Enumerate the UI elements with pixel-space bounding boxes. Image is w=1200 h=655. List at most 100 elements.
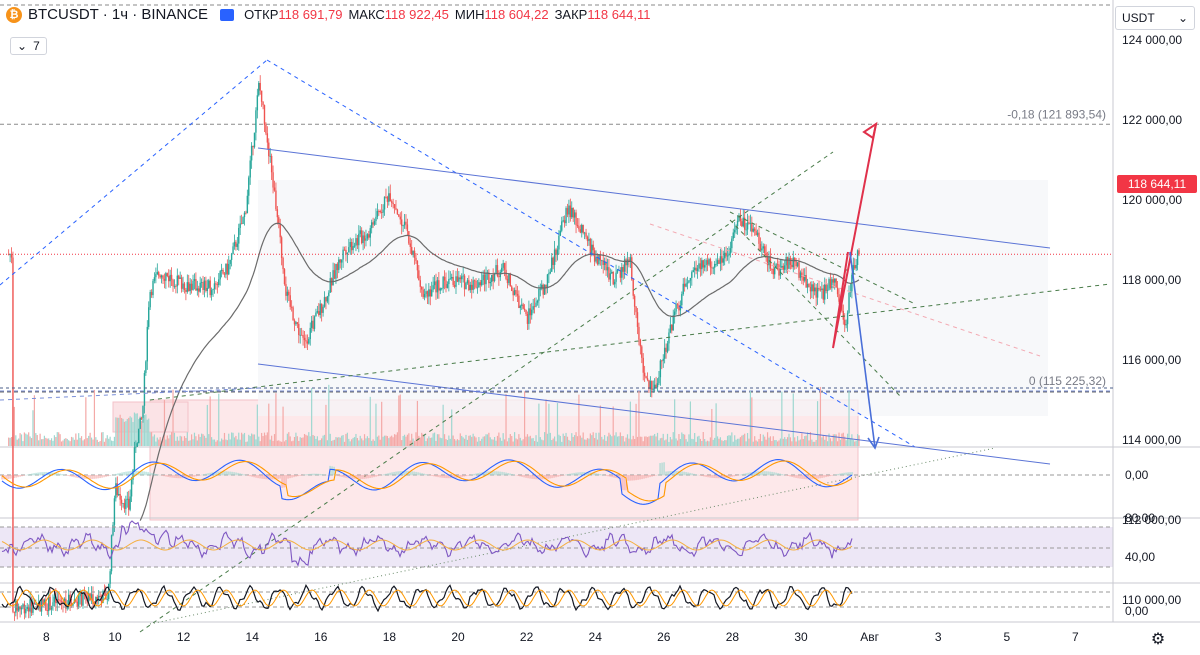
macd-histogram-bar xyxy=(605,475,607,476)
candle-body xyxy=(176,275,179,287)
candle-body xyxy=(152,280,154,296)
volume-bar xyxy=(55,437,57,446)
volume-bar xyxy=(282,406,284,446)
candle-body xyxy=(705,260,707,266)
candle xyxy=(532,298,534,314)
red-projection-arrow xyxy=(832,123,877,349)
macd-histogram-bar xyxy=(225,471,227,476)
volume-bar xyxy=(329,433,331,446)
candle xyxy=(699,257,702,277)
candle-body xyxy=(785,256,787,266)
candle xyxy=(811,281,813,299)
candle-body xyxy=(755,230,757,236)
gear-icon[interactable]: ⚙ xyxy=(1150,631,1166,648)
candle-body xyxy=(751,223,753,232)
candle xyxy=(658,371,660,386)
candle-body xyxy=(265,124,267,134)
candle-body xyxy=(645,376,647,379)
macd-histogram-bar xyxy=(749,472,751,476)
candle xyxy=(300,327,303,336)
candle-body xyxy=(182,283,184,289)
candle xyxy=(318,303,320,317)
volume-bar xyxy=(153,434,156,446)
candle-body xyxy=(519,305,522,309)
candle-body xyxy=(109,571,111,584)
symbol-title[interactable]: BTCUSDT · 1ч · BINANCE xyxy=(28,6,209,23)
candle-body xyxy=(752,228,754,232)
macd-histogram-bar xyxy=(527,475,529,479)
macd-histogram-bar xyxy=(405,470,407,476)
volume-bar xyxy=(255,439,257,446)
candle xyxy=(792,250,794,273)
candle-body xyxy=(278,217,280,225)
volume-bar xyxy=(62,440,64,446)
volume-bar xyxy=(279,441,281,446)
candle-body xyxy=(762,246,764,249)
candle xyxy=(535,297,537,308)
candle-body xyxy=(722,258,724,263)
candle-body xyxy=(53,596,56,603)
candle-body xyxy=(163,278,166,281)
candle-body xyxy=(693,267,696,271)
macd-histogram-bar xyxy=(231,471,233,476)
macd-histogram-bar xyxy=(49,472,51,476)
candle xyxy=(398,214,400,218)
candle-body xyxy=(352,246,354,251)
volume-bar xyxy=(599,405,601,446)
price-tick-label: 124 000,00 xyxy=(1122,33,1182,47)
indicators-toggle-button[interactable]: ⌄ 7 xyxy=(10,37,47,55)
macd-histogram-bar xyxy=(621,475,623,491)
candle xyxy=(652,380,654,393)
volume-bar xyxy=(625,437,627,446)
candle xyxy=(659,359,662,386)
volume-bar xyxy=(306,435,308,446)
candle-body xyxy=(701,260,703,270)
volume-bar xyxy=(654,433,656,446)
volume-bar xyxy=(309,436,311,446)
candle-body xyxy=(39,602,41,612)
macd-histogram-bar xyxy=(359,475,361,480)
volume-bar xyxy=(392,437,394,446)
volume-bar xyxy=(678,434,680,446)
volume-bar xyxy=(52,440,54,446)
macd-histogram-bar xyxy=(371,475,373,478)
macd-histogram-bar xyxy=(541,475,543,480)
macd-histogram-bar xyxy=(285,475,287,488)
candle-body xyxy=(29,599,31,612)
macd-histogram-bar xyxy=(827,475,829,477)
candle xyxy=(546,273,549,294)
macd-histogram-bar xyxy=(763,471,765,476)
candle xyxy=(819,286,822,292)
time-tick-label: 12 xyxy=(177,630,191,644)
macd-histogram-bar xyxy=(819,475,821,479)
candle xyxy=(359,225,361,238)
currency-select[interactable]: USDT ⌄ xyxy=(1115,6,1195,30)
volume-bar xyxy=(729,435,731,446)
volume-bar xyxy=(236,439,238,446)
candle-body xyxy=(196,288,199,291)
candle xyxy=(292,305,294,321)
macd-histogram-bar xyxy=(237,472,239,476)
volume-bar xyxy=(488,432,490,446)
volume-bar xyxy=(698,435,700,446)
candle-body xyxy=(829,279,832,289)
candle xyxy=(46,603,48,616)
candle xyxy=(213,277,216,294)
macd-histogram-bar xyxy=(107,475,109,477)
candle-body xyxy=(236,243,239,247)
macd-histogram-bar xyxy=(521,475,523,477)
red-arrow-head xyxy=(862,121,878,140)
candle xyxy=(206,279,209,298)
candle xyxy=(253,132,256,149)
volume-bar xyxy=(85,397,87,446)
candle-body xyxy=(408,231,410,244)
volume-bar xyxy=(312,435,314,446)
candle xyxy=(728,246,730,264)
macd-histogram-bar xyxy=(313,473,315,476)
candle-body xyxy=(438,280,440,291)
macd-histogram-bar xyxy=(303,474,305,476)
volume-bar xyxy=(742,434,744,446)
volume-bar xyxy=(342,435,344,446)
candle-body xyxy=(319,303,321,315)
